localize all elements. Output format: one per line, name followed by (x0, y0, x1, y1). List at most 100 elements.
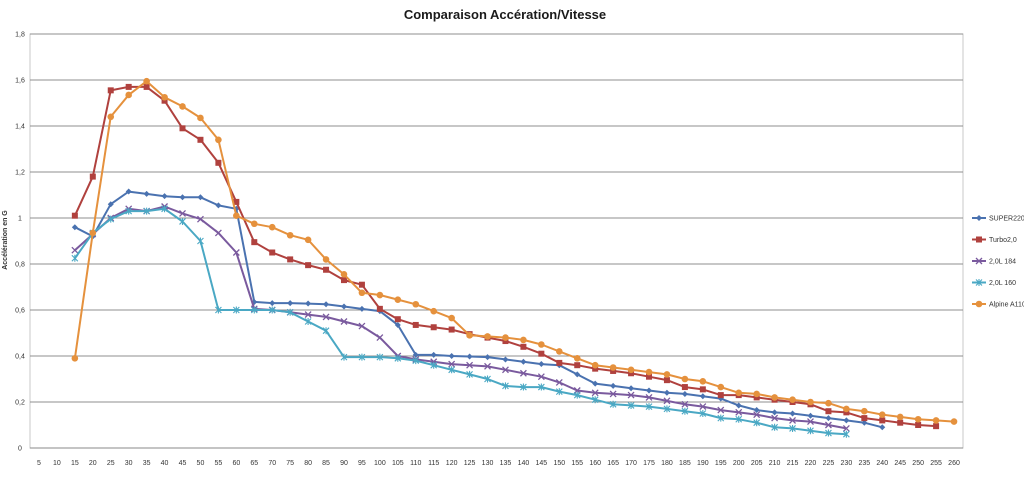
x-tick-label: 240 (876, 460, 888, 467)
x-tick-label: 250 (912, 460, 924, 467)
data-point (896, 413, 904, 421)
x-tick-label: 80 (304, 460, 312, 467)
data-point (717, 414, 725, 422)
data-point (555, 388, 563, 396)
data-point (932, 417, 940, 424)
data-point (538, 341, 545, 348)
x-tick-label: 75 (286, 460, 294, 467)
x-tick-label: 155 (571, 460, 583, 467)
data-point (771, 394, 778, 401)
data-point (484, 375, 491, 383)
data-point (681, 390, 688, 397)
data-point (753, 394, 760, 401)
x-tick-label: 205 (751, 460, 763, 467)
x-tick-label: 115 (428, 460, 439, 467)
data-point (412, 357, 420, 365)
data-point (143, 207, 151, 215)
legend-marker (975, 257, 983, 265)
data-point (304, 318, 312, 325)
data-point (71, 355, 79, 362)
data-point (466, 332, 473, 339)
series-super220 (71, 188, 886, 431)
x-tick-label: 260 (948, 460, 960, 467)
x-tick-label: 35 (143, 460, 151, 467)
data-point (358, 353, 366, 361)
data-point (179, 209, 186, 217)
y-axis-label: Accélération en G (2, 210, 9, 270)
data-point (735, 415, 743, 423)
data-point (125, 207, 133, 215)
data-point (681, 407, 689, 415)
data-point (556, 359, 563, 366)
data-point (609, 400, 617, 408)
data-point (735, 389, 743, 397)
legend-marker (976, 236, 982, 243)
data-point (448, 360, 456, 368)
data-point (645, 368, 653, 376)
x-tick-label: 30 (125, 460, 133, 467)
x-tick-label: 170 (625, 460, 637, 467)
data-point (717, 383, 725, 391)
x-tick-label: 20 (89, 460, 97, 467)
data-point (843, 409, 850, 416)
data-point (305, 300, 312, 307)
data-point (394, 296, 402, 303)
data-point (107, 201, 114, 208)
data-point (842, 424, 850, 432)
data-point (179, 125, 186, 132)
x-tick-label: 225 (823, 460, 835, 467)
y-tick-label: 1,6 (15, 78, 25, 85)
data-point (574, 371, 581, 378)
data-point (161, 93, 168, 101)
y-tick-label: 0,8 (15, 262, 25, 269)
data-point (71, 246, 79, 254)
x-tick-label: 120 (446, 460, 458, 467)
series-turbo2-0 (71, 83, 940, 430)
data-point (89, 173, 96, 180)
data-point (628, 370, 635, 377)
data-point (394, 316, 401, 323)
legend-label: Alpine A110 (989, 302, 1024, 309)
data-point (699, 393, 706, 400)
data-point (538, 350, 545, 357)
data-point (484, 333, 491, 340)
data-point (537, 383, 545, 391)
x-tick-label: 165 (607, 460, 619, 467)
y-tick-label: 0,4 (15, 354, 25, 361)
y-tick-label: 0,2 (15, 400, 25, 407)
data-point (161, 205, 168, 213)
plot-frame (29, 33, 964, 449)
x-tick-label: 65 (250, 460, 258, 467)
data-point (340, 353, 348, 361)
legend-item: SUPER220 (972, 215, 1024, 223)
x-tick-label: 180 (661, 460, 673, 467)
x-tick-label: 125 (464, 460, 476, 467)
series-line (74, 207, 847, 436)
data-point (233, 212, 240, 219)
x-tick-label: 160 (589, 460, 601, 467)
data-point (430, 307, 438, 315)
data-point (915, 422, 922, 428)
x-tick-label: 185 (679, 460, 691, 467)
data-point (843, 405, 850, 413)
data-point (717, 406, 725, 414)
data-point (807, 418, 814, 426)
x-tick-label: 100 (374, 460, 386, 467)
data-point (753, 411, 761, 419)
legend-label: 2,0L 160 (989, 280, 1016, 287)
data-point (232, 306, 240, 314)
data-point (592, 380, 599, 387)
y-tick-label: 1,4 (15, 124, 25, 131)
data-point (107, 215, 115, 223)
data-point (735, 408, 743, 416)
data-point (520, 336, 527, 344)
data-point (628, 385, 635, 392)
data-point (573, 355, 581, 362)
data-point (663, 389, 670, 396)
data-point (502, 338, 509, 345)
x-tick-label: 55 (214, 460, 222, 467)
legend-item: Alpine A110 (972, 300, 1024, 309)
x-tick-label: 130 (482, 460, 494, 467)
data-point (825, 399, 832, 407)
